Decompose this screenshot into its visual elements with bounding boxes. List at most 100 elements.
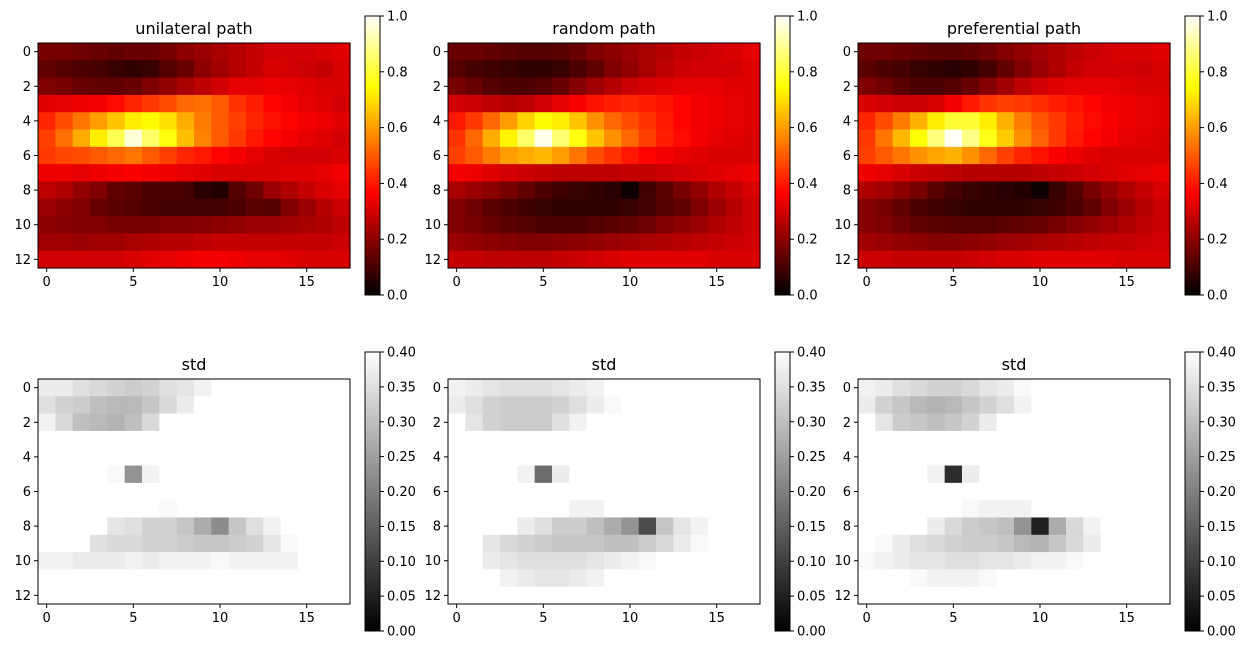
heatmap-cell <box>517 552 536 570</box>
heatmap-cell <box>586 569 605 588</box>
colorbar-tick-label: 0.6 <box>387 121 408 136</box>
heatmap-cell <box>1135 465 1154 484</box>
heatmap-cell <box>552 482 570 501</box>
heatmap-cell <box>315 112 334 131</box>
x-tick-label: 5 <box>129 611 137 626</box>
heatmap-cell <box>1135 164 1154 183</box>
y-tick-label: 8 <box>843 520 851 535</box>
heatmap-cell <box>176 198 195 217</box>
heatmap-cell <box>298 500 316 519</box>
heatmap-cell <box>211 216 230 234</box>
heatmap-cell <box>72 569 91 588</box>
heatmap-cell <box>211 448 230 467</box>
colorbar-tick-label: 0.20 <box>1207 485 1236 500</box>
heatmap-cell <box>228 146 247 165</box>
heatmap-cell <box>142 379 160 397</box>
heatmap-cell <box>927 465 946 484</box>
heatmap-cell <box>159 517 178 536</box>
heatmap-cell <box>194 233 212 252</box>
heatmap-cell <box>996 396 1015 415</box>
heatmap-cell <box>332 77 351 96</box>
heatmap-cell <box>1100 430 1119 449</box>
heatmap-cell <box>621 77 640 96</box>
heatmap-cell <box>298 198 316 217</box>
heatmap-cell <box>142 94 160 113</box>
heatmap-cell <box>298 552 316 570</box>
heatmap-cell <box>90 77 108 96</box>
heatmap-cell <box>586 552 605 570</box>
heatmap-cell <box>90 517 108 536</box>
heatmap-cell <box>1118 60 1136 79</box>
heatmap-cell <box>534 586 553 605</box>
heatmap-cell <box>1083 164 1102 183</box>
heatmap-cell <box>875 448 894 467</box>
y-tick-label: 4 <box>23 114 31 129</box>
heatmap-cell <box>263 500 282 519</box>
heatmap-cell <box>725 233 744 252</box>
heatmap-cell <box>927 379 946 397</box>
heatmap-cell <box>107 430 126 449</box>
heatmap-cell <box>315 129 334 148</box>
heatmap-cell <box>263 129 282 148</box>
heatmap-cell <box>673 517 692 536</box>
heatmap-cell <box>211 500 230 519</box>
heatmap-cell <box>673 94 692 113</box>
heatmap-cell <box>500 482 518 501</box>
heatmap-cell <box>638 569 657 588</box>
heatmap-cell <box>944 482 963 501</box>
heatmap-cell <box>552 517 570 536</box>
heatmap-cell <box>690 233 709 252</box>
heatmap-cell <box>569 77 588 96</box>
heatmap-cell <box>996 465 1015 484</box>
heatmap-cell <box>246 198 264 217</box>
panel-title: std <box>182 355 207 374</box>
heatmap-cell <box>569 413 588 432</box>
heatmap-cell <box>656 60 674 79</box>
heatmap-cell <box>1014 465 1032 484</box>
heatmap-cell <box>159 181 178 200</box>
heatmap-cell <box>962 77 980 96</box>
heatmap-cell <box>1083 146 1102 165</box>
heatmap-cell <box>673 586 692 605</box>
heatmap-cell <box>228 112 247 131</box>
heatmap-cell <box>979 94 998 113</box>
heatmap-cell <box>280 500 299 519</box>
heatmap-cell <box>586 586 605 605</box>
heatmap-cell <box>1031 586 1050 605</box>
heatmap-cell <box>315 396 334 415</box>
heatmap-cell <box>263 534 282 553</box>
heatmap-cell <box>1100 586 1119 605</box>
heatmap-cell <box>72 181 91 200</box>
heatmap-cell <box>604 216 622 234</box>
heatmap-cell <box>621 164 640 183</box>
y-tick-label: 6 <box>843 149 851 164</box>
x-tick-label: 5 <box>129 275 137 290</box>
heatmap-cell <box>448 379 466 397</box>
heatmap-cell <box>1083 94 1102 113</box>
heatmap-cell <box>482 164 501 183</box>
heatmap-cell <box>194 534 212 553</box>
heatmap-cell <box>638 448 657 467</box>
heatmap-cell <box>280 129 299 148</box>
heatmap-cell <box>638 129 657 148</box>
heatmap-cell <box>910 146 928 165</box>
heatmap-cell <box>1152 60 1171 79</box>
heatmap-cell <box>246 465 264 484</box>
heatmap-cell <box>90 129 108 148</box>
heatmap-cell <box>708 198 726 217</box>
heatmap-cell <box>1135 552 1154 570</box>
heatmap-cell <box>55 94 74 113</box>
heatmap-cell <box>500 146 518 165</box>
heatmap-cell <box>1100 482 1119 501</box>
heatmap-cell <box>1083 413 1102 432</box>
x-tick-label: 5 <box>949 275 957 290</box>
heatmap-cell <box>448 517 466 536</box>
heatmap-cell <box>211 77 230 96</box>
heatmap-cell <box>107 112 126 131</box>
heatmap-cell <box>315 94 334 113</box>
colorbar-tick-label: 0.4 <box>1207 177 1228 192</box>
x-tick-label: 10 <box>212 275 229 290</box>
heatmap-cell <box>604 517 622 536</box>
heatmap-cell <box>638 146 657 165</box>
heatmap-cell <box>72 77 91 96</box>
